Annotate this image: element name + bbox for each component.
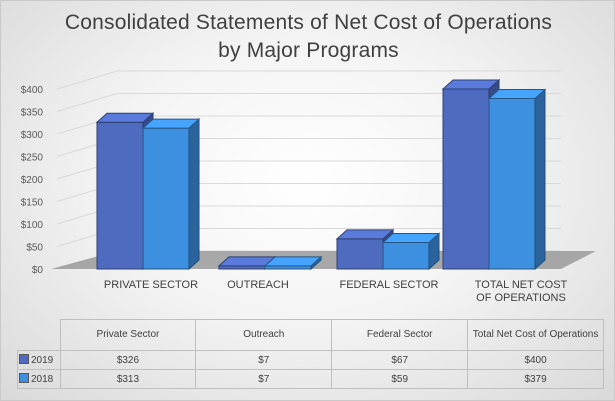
data-table-cell: $400 [467,350,604,370]
data-table-cell: $326 [59,350,197,370]
bar-top [335,229,395,240]
data-table-corner [17,319,61,351]
y-tick-label: $50 [26,243,43,254]
bar-front [142,127,190,270]
y-axis-ticks: $0 $50 $100 $150 $200 $250 $300 $350 $400 [21,85,44,276]
y-tick-label: $300 [21,130,44,141]
chart-title: Consolidated Statements of Net Cost of O… [64,11,553,62]
legend-label: 2018 [31,374,54,385]
y-tick-label: $200 [21,175,44,186]
bar-front [96,121,144,270]
legend-entry-2019: 2019 [17,350,61,370]
y-tick-label: $0 [32,265,44,276]
data-table-header: Federal Sector [331,319,469,351]
bar-front [336,238,384,270]
bar-2018 [263,255,323,271]
bar-top [487,88,547,99]
y-tick-label: $100 [21,220,44,231]
y-tick-label: $250 [21,153,44,164]
data-table-header: Outreach [195,319,333,351]
data-table-row-2019: 2019 $326 $7 $67 $400 [17,350,604,370]
bar-2018 [487,88,547,271]
y-tick-label: $350 [21,108,44,119]
data-table-row-2018: 2018 $313 $7 $59 $379 [17,369,604,389]
x-category-label: TOTAL NET COST OF OPERATIONS [475,279,568,304]
data-table: Private Sector Outreach Federal Sector T… [17,319,604,389]
bar-top [381,232,441,243]
gridline [56,70,118,90]
x-axis-categories: PRIVATE SECTOR OUTREACH FEDERAL SECTOR TOTA… [104,279,568,304]
x-category-label: FEDERAL SECTOR [339,279,438,291]
bar-top [95,112,155,123]
bar-front [382,241,430,270]
legend-entry-2018: 2018 [17,369,61,389]
legend-swatch [19,354,29,364]
data-table-cell: $7 [195,369,333,389]
x-category-label: OUTREACH [227,279,289,291]
data-table-cell: $313 [59,369,197,389]
bar-front [488,97,536,270]
bar-front [442,88,490,270]
gridline [56,93,118,112]
bar-side [188,118,200,271]
legend-label: 2019 [31,355,54,366]
data-table-cell: $67 [331,350,469,370]
data-table-cell: $59 [331,369,469,389]
bar-top [263,256,323,267]
data-table-cell: $379 [467,369,604,389]
data-table-header: Total Net Cost of Operations [467,319,604,351]
data-table-header-row: Private Sector Outreach Federal Sector T… [17,319,604,351]
data-table-cell: $7 [195,350,333,370]
bar-top [441,79,501,90]
bar-top [141,118,201,129]
bar-2018 [141,118,201,271]
data-table-header: Private Sector [59,319,197,351]
bar-chart-plot: $0 $50 $100 $150 $200 $250 $300 $350 $400 PRIVAT… [21,70,596,304]
bar-side [534,88,546,271]
x-category-label: PRIVATE SECTOR [104,279,198,291]
y-tick-label: $150 [21,198,44,209]
y-tick-label: $400 [21,85,44,96]
bar-2018 [381,232,441,271]
bars [95,78,547,271]
legend-swatch [19,373,29,383]
